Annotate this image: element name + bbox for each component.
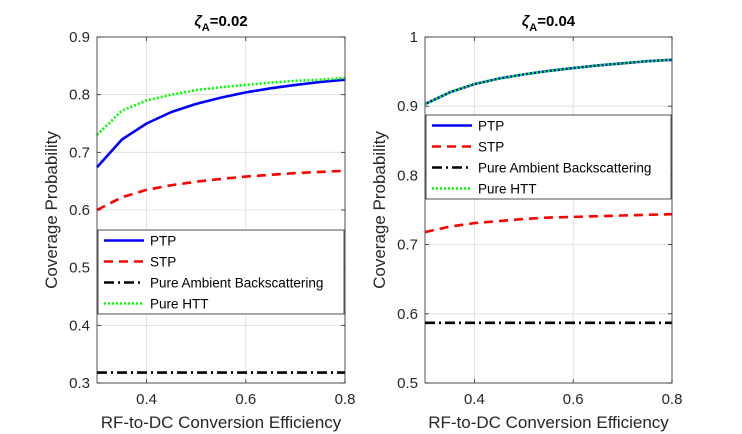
y-tick-label: 0.9 [397, 98, 418, 115]
title-symbol: ζ [522, 13, 530, 30]
y-tick-label: 0.7 [397, 237, 418, 254]
legend-box [97, 229, 345, 315]
title-subscript: A [202, 22, 210, 34]
legend-label: STP [478, 140, 504, 155]
x-tick-label: 0.6 [563, 391, 584, 408]
legend-label: PTP [478, 119, 504, 134]
series-line-1 [96, 78, 346, 169]
legend-label: PTP [150, 234, 176, 249]
legend-label: STP [150, 255, 176, 270]
y-tick-label: 0.8 [69, 87, 90, 104]
y-tick-label: 0.5 [397, 375, 418, 392]
y-tick-label: 0.7 [69, 144, 90, 161]
x-tick-label: 0.4 [464, 391, 485, 408]
title-rest: =0.04 [537, 13, 576, 30]
chart-title: ζA=0.02 [194, 13, 247, 34]
series-line-4 [96, 76, 346, 136]
x-axis-label: RF-to-DC Conversion Efficiency [101, 413, 342, 432]
chart-2: 0.4 0.6 0.8 0.5 0.6 0.7 0.8 0.9 1 ζA=0.04 RF-to-DC… [370, 13, 682, 432]
legend: PTP STP Pure Ambient Backscattering Pure HT… [97, 229, 345, 315]
y-axis-label: Coverage Probability [370, 131, 389, 289]
series-line-2 [424, 212, 673, 234]
legend: PTP STP Pure Ambient Backscattering Pure HT… [425, 114, 672, 200]
x-axis-label: RF-to-DC Conversion Efficiency [428, 413, 669, 432]
series-line-2 [96, 169, 346, 212]
y-tick-label: 0.9 [69, 29, 90, 46]
x-tick-label: 0.8 [662, 391, 683, 408]
chart-title: ζA=0.04 [522, 13, 576, 34]
legend-label: Pure Ambient Backscattering [150, 276, 323, 291]
legend-box [425, 114, 672, 200]
title-symbol: ζ [194, 13, 202, 30]
y-tick-label: 0.8 [397, 167, 418, 184]
chart-1: 0.4 0.6 0.8 0.3 0.4 0.5 0.6 0.7 0.8 0.9 ζA=0.02 RF-… [42, 13, 355, 432]
x-tick-label: 0.8 [335, 391, 356, 408]
y-tick-label: 0.5 [69, 260, 90, 277]
axes-box [96, 36, 346, 384]
y-tick-label: 0.6 [397, 306, 418, 323]
axes-box [424, 36, 673, 384]
legend-label: Pure HTT [478, 182, 537, 197]
series-line-4 [424, 58, 673, 106]
y-tick-label: 0.4 [69, 317, 90, 334]
y-axis-label: Coverage Probability [42, 131, 61, 289]
y-tick-label: 0.3 [69, 375, 90, 392]
y-tick-label: 0.6 [69, 202, 90, 219]
title-subscript: A [529, 22, 537, 34]
x-tick-label: 0.4 [136, 391, 157, 408]
y-tick-label: 1 [410, 29, 418, 46]
legend-label: Pure HTT [150, 297, 209, 312]
legend-label: Pure Ambient Backscattering [478, 161, 651, 176]
plot-area [425, 37, 672, 383]
x-tick-label: 0.6 [235, 391, 256, 408]
title-rest: =0.02 [210, 13, 248, 30]
